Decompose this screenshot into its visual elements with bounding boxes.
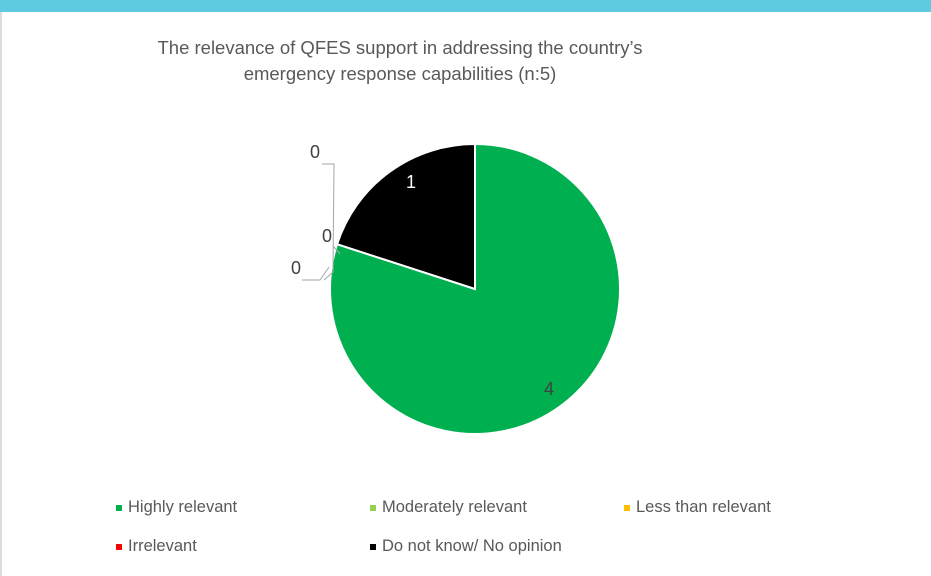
leader-line: [302, 266, 330, 281]
data-label: 0: [310, 142, 320, 162]
data-label: 0: [322, 226, 332, 246]
data-label: 0: [291, 258, 301, 278]
pie-slice-do-not-know-no-opinion: [335, 142, 476, 291]
chart-title: The relevance of QFES support in address…: [90, 35, 710, 87]
leader-line: [322, 163, 335, 281]
chart-area: The relevance of QFES support in address…: [2, 12, 931, 576]
chart-title-line-1: The relevance of QFES support in address…: [157, 37, 643, 58]
header-band: [0, 0, 931, 12]
data-label: 4: [544, 379, 554, 399]
leader-line: [332, 245, 341, 255]
chart-title-line-2: emergency response capabilities (n:5): [243, 63, 557, 84]
data-label: 1: [406, 172, 416, 192]
left-border: [0, 12, 2, 576]
pie-chart: 4 0 0 0 1: [291, 142, 621, 435]
